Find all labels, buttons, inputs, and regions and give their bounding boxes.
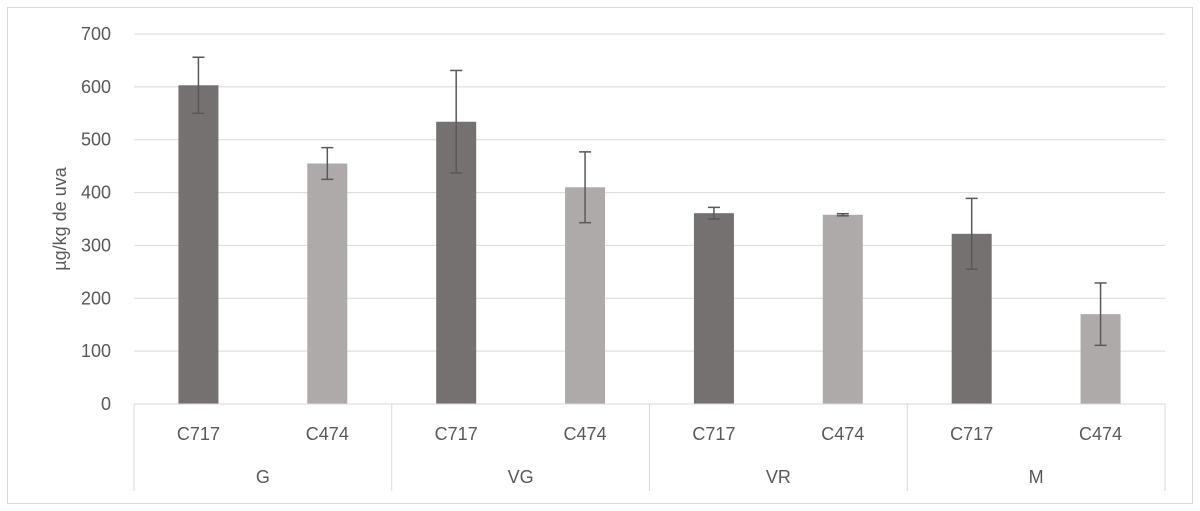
- bars-layer: [178, 85, 1121, 405]
- x-group-label: VR: [766, 467, 791, 487]
- labels-layer: 0 100 200 300 400 500 600 700 C717 C474 G C717 C474 V…: [81, 24, 1122, 487]
- y-tick-label: 200: [81, 288, 111, 308]
- x-group-label: M: [1029, 467, 1044, 487]
- x-category-label: C474: [306, 424, 349, 444]
- x-category-label: C717: [177, 424, 220, 444]
- y-tick-label: 300: [81, 235, 111, 255]
- bar-VR-C717: [693, 213, 734, 404]
- x-category-label: C717: [950, 424, 993, 444]
- x-group-label: G: [256, 467, 270, 487]
- axes-layer: [133, 403, 1166, 491]
- y-axis-title: µg/kg de uva: [50, 166, 70, 270]
- x-category-label: C717: [692, 424, 735, 444]
- y-tick-label: 500: [81, 130, 111, 150]
- y-tick-label: 100: [81, 341, 111, 361]
- y-tick-label: 600: [81, 77, 111, 97]
- y-tick-label: 0: [101, 394, 111, 414]
- y-tick-label: 700: [81, 24, 111, 44]
- x-group-label: VG: [508, 467, 534, 487]
- x-category-label: C717: [435, 424, 478, 444]
- gridlines: [134, 33, 1165, 352]
- bar-VR-C474: [822, 214, 863, 404]
- x-category-label: C474: [1079, 424, 1122, 444]
- x-category-label: C474: [564, 424, 607, 444]
- bar-G-C717: [178, 85, 219, 405]
- error-bars-layer: [192, 56, 1107, 347]
- y-tick-label: 400: [81, 183, 111, 203]
- bar-G-C474: [307, 163, 348, 404]
- x-category-label: C474: [821, 424, 864, 444]
